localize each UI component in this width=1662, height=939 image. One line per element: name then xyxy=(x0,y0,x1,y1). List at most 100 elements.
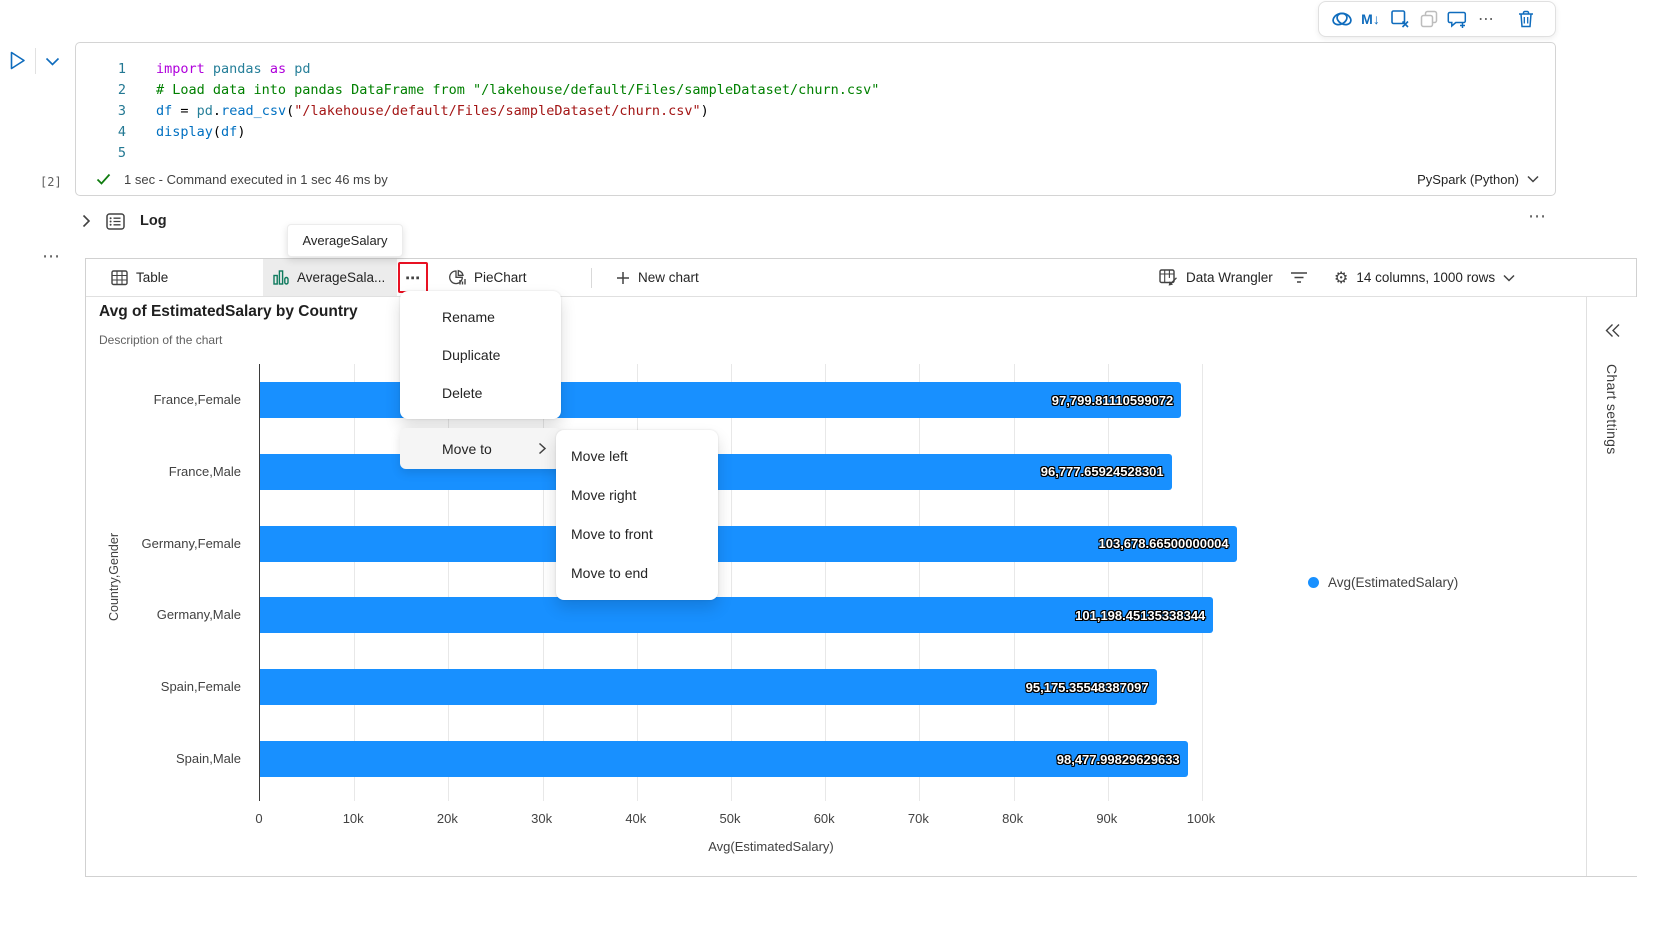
tab-pie-chart[interactable]: PieChart xyxy=(438,259,537,296)
pie-chart-icon xyxy=(449,269,466,285)
code-line[interactable]: 5 xyxy=(76,143,1555,164)
line-number: 5 xyxy=(117,145,126,161)
category-label: France,Female xyxy=(153,392,241,407)
code-line[interactable]: 3 df = pd.read_csv("/lakehouse/default/Fi… xyxy=(76,101,1555,122)
gridline xyxy=(448,364,450,801)
chevron-right-icon[interactable] xyxy=(82,214,91,228)
run-options-chevron-icon[interactable] xyxy=(45,57,60,67)
x-tick-label: 20k xyxy=(436,811,458,826)
data-wrangler-button[interactable]: Data Wrangler xyxy=(1149,259,1283,296)
bar-spain-female[interactable]: 95,175.35548387097 xyxy=(260,669,1157,706)
submenu-chevron-icon xyxy=(538,442,547,455)
gridline xyxy=(1202,364,1203,801)
code-line[interactable]: 4 display(df) xyxy=(76,122,1555,143)
data-wrangler-label: Data Wrangler xyxy=(1186,270,1273,285)
bar-france-female[interactable]: 97,799.81110599072 xyxy=(260,382,1182,418)
convert-to-markdown-icon[interactable]: M↓ xyxy=(1361,11,1380,27)
tab-more-options-button[interactable]: ⋯ xyxy=(398,262,428,293)
tooltip-text: AverageSalary xyxy=(302,233,388,248)
x-tick-label: 10k xyxy=(342,811,364,826)
success-check-icon xyxy=(96,173,111,185)
tab-average-salary[interactable]: AverageSala... xyxy=(263,259,397,296)
bar-value-label: 101,198.45135338344 xyxy=(1075,607,1206,623)
expand-settings-icon[interactable] xyxy=(1604,323,1621,338)
tab-pie-chart-label: PieChart xyxy=(474,270,527,285)
x-axis-title: Avg(EstimatedSalary) xyxy=(708,839,834,854)
new-chart-label: New chart xyxy=(638,270,699,285)
chart-title: Avg of EstimatedSalary by Country xyxy=(99,303,358,320)
category-label: Spain,Male xyxy=(175,751,241,766)
line-number: 2 xyxy=(117,82,126,98)
menu-item-delete[interactable]: Delete xyxy=(442,385,483,401)
bar-value-label: 95,175.35548387097 xyxy=(1025,679,1149,695)
plus-icon xyxy=(617,271,629,284)
delete-cell-icon[interactable] xyxy=(1511,4,1540,34)
category-label: Germany,Male xyxy=(156,607,241,623)
code-editor[interactable]: 1 import pandas as pd 2 # Load data into pa… xyxy=(76,59,1555,164)
x-tick-label: 70k xyxy=(907,811,929,826)
columns-rows-selector[interactable]: ⚙ 14 columns, 1000 rows xyxy=(1334,259,1515,296)
chart-tab-bar: Table AverageSala... ⋯ PieChart New char… xyxy=(86,259,1636,297)
tab-tooltip: AverageSalary xyxy=(287,224,403,257)
line-number: 4 xyxy=(117,124,126,140)
code-text: display(df) xyxy=(156,124,246,140)
clear-output-icon[interactable] xyxy=(1385,4,1414,34)
code-text: df = pd.read_csv("/lakehouse/default/Fil… xyxy=(156,103,709,119)
divider xyxy=(591,268,592,288)
log-label: Log xyxy=(140,213,167,229)
code-cell[interactable]: 1 import pandas as pd 2 # Load data into pa… xyxy=(75,42,1556,196)
category-label: Spain,Female xyxy=(160,679,241,695)
tab-context-menu: Rename Duplicate Delete xyxy=(400,291,561,419)
add-comment-icon[interactable] xyxy=(1443,4,1472,34)
x-tick-label: 40k xyxy=(625,811,647,826)
filter-icon[interactable] xyxy=(1290,271,1308,284)
gridline xyxy=(825,364,827,801)
chart-settings-label[interactable]: Chart settings xyxy=(1604,364,1620,455)
x-tick-label: 0 xyxy=(255,811,263,826)
more-commands-icon[interactable]: ⋯ xyxy=(1478,11,1495,28)
copilot-icon[interactable] xyxy=(1327,4,1356,34)
bar-chart-icon xyxy=(273,270,289,285)
run-cell-button[interactable] xyxy=(8,50,27,71)
duplicate-cell-icon xyxy=(1414,4,1443,34)
divider xyxy=(35,48,36,74)
gridline xyxy=(919,364,921,801)
output-chart-panel: Table AverageSala... ⋯ PieChart New char… xyxy=(85,258,1637,877)
menu-item-rename[interactable]: Rename xyxy=(442,309,495,325)
output-more-options-icon[interactable]: ⋯ xyxy=(1528,206,1546,226)
tab-table[interactable]: Table xyxy=(101,259,178,296)
bar-germany-male[interactable]: 101,198.45135338344 xyxy=(260,597,1214,634)
x-tick-label: 100k xyxy=(1186,811,1216,826)
cell-status-bar: 1 sec - Command executed in 1 sec 46 ms … xyxy=(76,163,1555,195)
bar-value-label: 98,477.99829629633 xyxy=(1056,751,1180,767)
move-to-label: Move to xyxy=(442,440,492,457)
kernel-selector[interactable]: PySpark (Python) xyxy=(1417,172,1539,187)
cell-more-options-icon[interactable]: ⋯ xyxy=(42,246,60,266)
code-line[interactable]: 1 import pandas as pd xyxy=(76,59,1555,80)
submenu-item-move-right[interactable]: Move right xyxy=(571,487,637,503)
line-number: 1 xyxy=(117,61,126,77)
category-label: Germany,Female xyxy=(141,535,241,551)
bar-spain-male[interactable]: 98,477.99829629633 xyxy=(260,741,1188,777)
x-tick-label: 80k xyxy=(1002,811,1024,826)
data-wrangler-icon xyxy=(1159,269,1177,286)
chevron-down-icon xyxy=(1503,274,1515,282)
x-tick-label: 30k xyxy=(531,811,553,826)
submenu-item-move-to-front[interactable]: Move to front xyxy=(571,526,653,542)
bar-germany-female[interactable]: 103,678.66500000004 xyxy=(260,525,1237,562)
y-axis-category-labels: France,Female France,Male Germany,Female Ge… xyxy=(86,364,247,801)
new-chart-button[interactable]: New chart xyxy=(606,259,709,296)
code-text xyxy=(126,143,156,164)
bar-value-label: 103,678.66500000004 xyxy=(1098,536,1229,552)
code-text: # Load data into pandas DataFrame from "… xyxy=(156,82,880,98)
line-number: 3 xyxy=(117,103,126,119)
menu-item-move-to[interactable]: Move to xyxy=(400,428,561,469)
log-section-header[interactable]: Log xyxy=(82,207,167,235)
submenu-item-move-left[interactable]: Move left xyxy=(571,448,628,464)
kernel-label: PySpark (Python) xyxy=(1417,171,1519,187)
submenu-item-move-to-end[interactable]: Move to end xyxy=(571,565,649,581)
menu-item-duplicate[interactable]: Duplicate xyxy=(442,347,501,363)
legend[interactable]: Avg(EstimatedSalary) xyxy=(1308,575,1458,590)
code-line[interactable]: 2 # Load data into pandas DataFrame from … xyxy=(76,80,1555,101)
